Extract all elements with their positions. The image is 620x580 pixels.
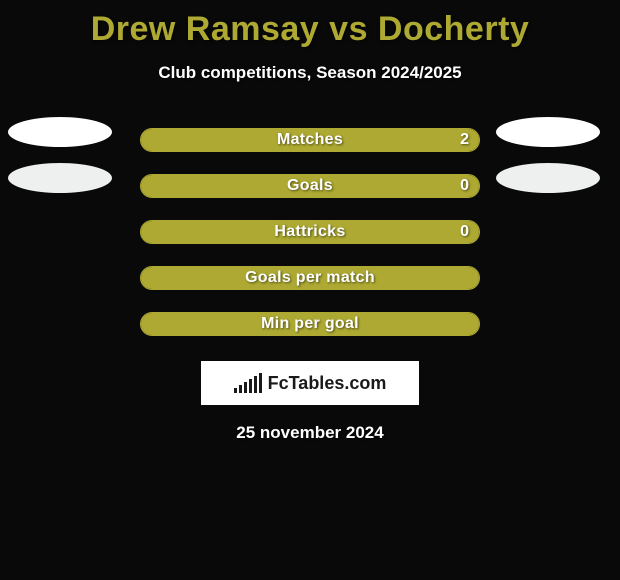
stat-label: Goals [287,177,333,195]
stat-row: Min per goal [0,301,620,347]
stat-value: 2 [460,131,469,149]
logo-bar-segment [249,379,252,393]
stat-value: 0 [460,177,469,195]
page-title: Drew Ramsay vs Docherty [91,10,530,49]
stat-row: Goals 0 [0,163,620,209]
logo-bar-segment [254,376,257,393]
comparison-infographic: Drew Ramsay vs Docherty Club competition… [0,0,620,580]
stat-label: Goals per match [245,269,375,287]
stat-row: Hattricks 0 [0,209,620,255]
stat-value: 0 [460,223,469,241]
stat-label: Matches [277,131,343,149]
stat-row: Goals per match [0,255,620,301]
stat-label: Hattricks [274,223,345,241]
logo-box: FcTables.com [201,361,419,405]
stat-bar: Goals 0 [140,174,480,198]
logo-bars-icon [234,373,262,393]
logo-bar-segment [239,385,242,393]
logo-bar-segment [234,388,237,393]
logo-bar-segment [259,373,262,393]
date-label: 25 november 2024 [236,423,383,443]
logo-bar-segment [244,382,247,393]
stat-bar: Hattricks 0 [140,220,480,244]
stat-row: Matches 2 [0,117,620,163]
stat-bar: Matches 2 [140,128,480,152]
stat-bar: Min per goal [140,312,480,336]
stats-block: Matches 2 Goals 0 Hattricks 0 Goals per match M… [0,117,620,347]
stat-bar: Goals per match [140,266,480,290]
logo-text: FcTables.com [268,373,387,394]
subtitle: Club competitions, Season 2024/2025 [158,63,461,83]
stat-label: Min per goal [261,315,359,333]
